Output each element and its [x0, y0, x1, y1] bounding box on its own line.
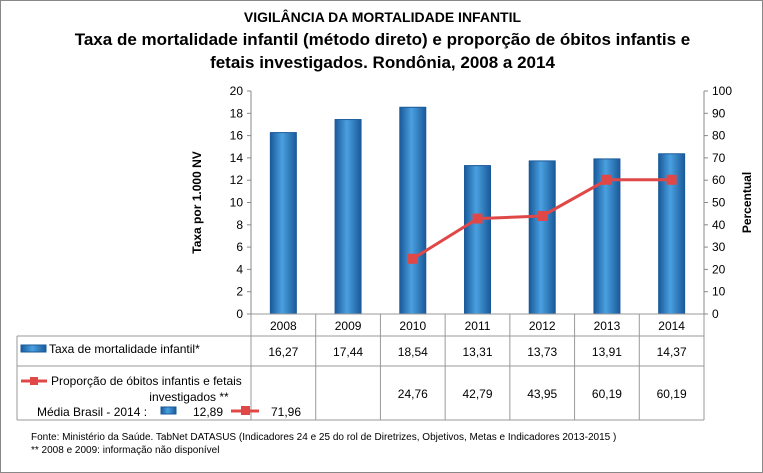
right-tick-label: 60 [712, 173, 726, 187]
right-tick-label: 70 [712, 151, 726, 165]
left-tick-label: 16 [230, 129, 244, 143]
right-axis-label: Percentual [740, 172, 754, 233]
line-marker [537, 210, 548, 221]
left-tick-label: 14 [230, 151, 244, 165]
line-data-label: 24,76 [398, 387, 428, 401]
chart-title-line1: Taxa de mortalidade infantil (método dir… [74, 30, 691, 49]
left-tick-label: 20 [230, 84, 244, 98]
brasil-bar-value: 12,89 [193, 405, 224, 419]
left-tick-label: 12 [230, 173, 244, 187]
left-tick-label: 8 [236, 218, 243, 232]
brasil-label: Média Brasil - 2014 : [37, 405, 148, 419]
legend-bar-name: Taxa de mortalidade infantil* [49, 342, 200, 356]
right-tick-label: 30 [712, 240, 726, 254]
bar [334, 119, 362, 315]
line-data-label: 43,95 [527, 387, 557, 401]
brasil-line-value: 71,96 [271, 405, 302, 419]
left-axis-label: Taxa por 1.000 NV [190, 151, 204, 254]
line-data-label: 42,79 [462, 387, 492, 401]
left-tick-label: 10 [230, 196, 244, 210]
line-marker [472, 213, 483, 224]
x-tick-label: 2009 [335, 319, 362, 333]
bar [464, 165, 491, 315]
x-tick-label: 2008 [270, 319, 297, 333]
x-tick-label: 2010 [399, 319, 426, 333]
line-data-label: 60,19 [657, 387, 687, 401]
right-tick-label: 100 [712, 84, 732, 98]
legend-line-marker [30, 377, 38, 385]
right-tick-label: 90 [712, 106, 726, 120]
legend-bar-swatch [20, 344, 47, 353]
brasil-bar-swatch [160, 406, 177, 415]
line-marker [407, 253, 418, 264]
bar-data-label: 13,91 [592, 345, 622, 359]
brasil-line-marker [241, 406, 250, 415]
right-tick-label: 40 [712, 218, 726, 232]
bar-data-label: 16,27 [268, 345, 298, 359]
chart-title-line2: fetais investigados. Rondônia, 2008 a 20… [210, 53, 555, 72]
line-marker [601, 174, 612, 185]
right-tick-label: 50 [712, 196, 726, 210]
x-tick-label: 2014 [658, 319, 685, 333]
chart-supertitle: VIGILÂNCIA DA MORTALIDADE INFANTIL [243, 9, 522, 25]
right-tick-label: 80 [712, 129, 726, 143]
right-tick-label: 10 [712, 285, 726, 299]
legend-line-name-2: investigados ** [149, 390, 229, 404]
bar-data-label: 18,54 [398, 345, 428, 359]
x-tick-label: 2011 [465, 319, 491, 333]
left-tick-label: 18 [230, 106, 244, 120]
bar-data-label: 14,37 [657, 345, 687, 359]
line-marker [666, 174, 677, 185]
left-tick-label: 2 [236, 285, 243, 299]
bar [399, 106, 427, 315]
line-data-label: 60,19 [592, 387, 622, 401]
bar-data-label: 13,31 [462, 345, 492, 359]
bar-data-label: 17,44 [333, 345, 363, 359]
bar [269, 132, 297, 315]
bar [528, 160, 556, 315]
right-tick-label: 20 [712, 262, 726, 276]
right-tick-label: 0 [712, 307, 719, 321]
brasil-legend: Média Brasil - 2014 : [37, 405, 147, 419]
left-tick-label: 0 [236, 307, 243, 321]
left-tick-label: 6 [236, 240, 243, 254]
x-tick-label: 2012 [529, 319, 556, 333]
x-tick-label: 2013 [594, 319, 621, 333]
legend-line-name-1: Proporção de óbitos infantis e fetais [51, 374, 242, 388]
footnote: ** 2008 e 2009: informação não disponíve… [31, 445, 220, 456]
left-tick-label: 4 [236, 262, 243, 276]
source-note: Fonte: Ministério da Saúde. TabNet DATAS… [31, 432, 617, 443]
bar-data-label: 13,73 [527, 345, 557, 359]
